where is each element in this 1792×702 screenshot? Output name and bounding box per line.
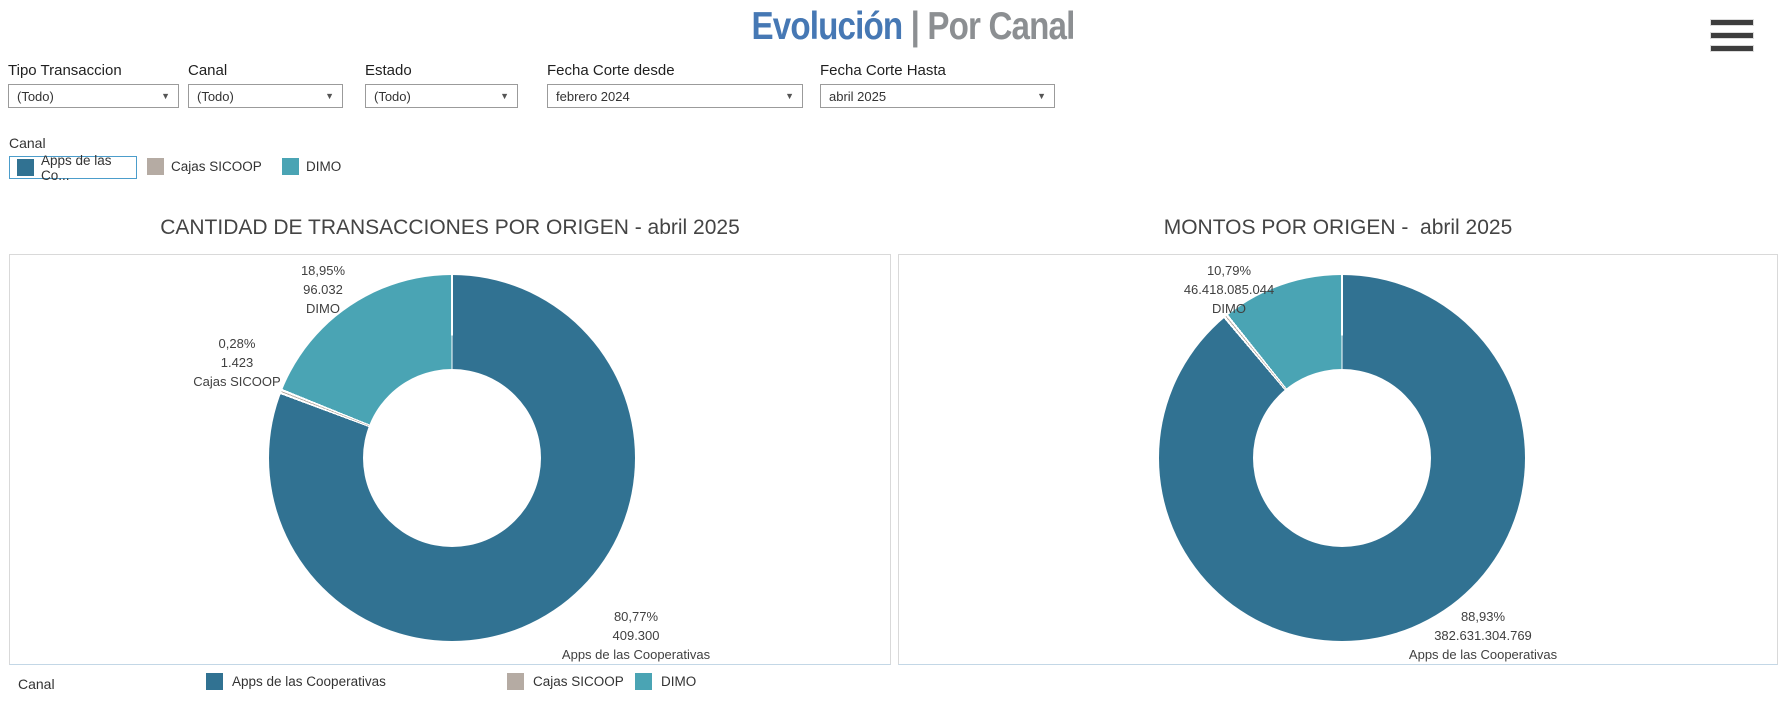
legend-item-dimo[interactable]: DIMO <box>635 673 696 690</box>
slice-pct: 88,93% <box>1460 609 1506 624</box>
slice-value: 409.300 <box>612 628 660 643</box>
canal-item-cajas-sicoop[interactable]: Cajas SICOOP <box>147 158 262 175</box>
page-title: Evolución | Por Canal <box>751 5 1076 49</box>
donut-hole <box>363 369 541 547</box>
filter-dropdown-fecha-corte-desde[interactable]: febrero 2024 ▼ <box>547 84 803 108</box>
hamburger-bar <box>1710 19 1754 26</box>
donut-chart-transactions[interactable] <box>269 275 635 641</box>
canal-item-label: DIMO <box>306 159 342 174</box>
canal-filter-title: Canal <box>9 135 46 151</box>
slice-label-dimo: 10,79% 46.418.085.044 DIMO <box>1184 261 1274 318</box>
hamburger-bar <box>1710 45 1754 52</box>
filter-value: (Todo) <box>374 88 411 104</box>
page-title-secondary: | Por Canal <box>910 5 1076 48</box>
color-swatch-apps <box>206 673 223 690</box>
filter-label: Canal <box>188 62 228 79</box>
filter-estado: Estado (Todo) ▼ <box>365 60 518 108</box>
filter-dropdown-canal[interactable]: (Todo) ▼ <box>188 84 343 108</box>
slice-value: 46.418.085.044 <box>1183 282 1275 297</box>
legend-item-label: Cajas SICOOP <box>533 674 624 689</box>
filter-value: (Todo) <box>17 88 54 104</box>
slice-pct: 80,77% <box>613 609 659 624</box>
filter-label: Fecha Corte Hasta <box>820 62 946 79</box>
canal-item-dimo[interactable]: DIMO <box>282 158 341 175</box>
chart-title-amounts: MONTOS POR ORIGEN - abril 2025 <box>1163 216 1513 239</box>
chart-title-transactions: CANTIDAD DE TRANSACCIONES POR ORIGEN - a… <box>160 216 740 239</box>
donut-hole <box>1253 369 1431 547</box>
filter-dropdown-fecha-corte-hasta[interactable]: abril 2025 ▼ <box>820 84 1055 108</box>
donut-chart-amounts[interactable] <box>1159 275 1525 641</box>
color-legend: Canal Apps de las Cooperativas Cajas SIC… <box>0 667 1792 702</box>
canal-item-label: Cajas SICOOP <box>171 159 262 174</box>
chevron-down-icon: ▼ <box>1037 91 1046 101</box>
chart-panel-transactions: 18,95% 96.032 DIMO 0,28% 1.423 Cajas SIC… <box>9 254 891 665</box>
legend-item-apps[interactable]: Apps de las Cooperativas <box>206 673 386 690</box>
canal-filter-items: Apps de las Co... Cajas SICOOP DIMO <box>9 153 429 183</box>
color-swatch-apps <box>17 159 34 176</box>
chevron-down-icon: ▼ <box>785 91 794 101</box>
chevron-down-icon: ▼ <box>325 91 334 101</box>
chevron-down-icon: ▼ <box>161 91 170 101</box>
slice-value: 1.423 <box>220 355 254 370</box>
chart-panel-amounts: 10,79% 46.418.085.044 DIMO 88,93% 382.63… <box>898 254 1778 665</box>
slice-label-apps: 80,77% 409.300 Apps de las Cooperativas <box>562 607 710 664</box>
legend-item-label: Apps de las Cooperativas <box>232 674 386 689</box>
color-swatch-dimo <box>635 673 652 690</box>
filter-value: febrero 2024 <box>556 88 630 104</box>
slice-pct: 0,28% <box>218 336 256 351</box>
slice-value: 382.631.304.769 <box>1434 628 1532 643</box>
slice-name: Apps de las Cooperativas <box>561 647 711 662</box>
filter-label: Tipo Transaccion <box>8 62 122 79</box>
filter-fecha-corte-hasta: Fecha Corte Hasta abril 2025 ▼ <box>820 60 1055 108</box>
canal-item-apps[interactable]: Apps de las Co... <box>9 153 137 183</box>
legend-item-cajas-sicoop[interactable]: Cajas SICOOP <box>507 673 624 690</box>
slice-label-dimo: 18,95% 96.032 DIMO <box>301 261 345 318</box>
filter-label: Estado <box>365 62 412 79</box>
filter-fecha-corte-desde: Fecha Corte desde febrero 2024 ▼ <box>547 60 803 108</box>
filter-value: abril 2025 <box>829 88 887 104</box>
chevron-down-icon: ▼ <box>500 91 509 101</box>
filter-label: Fecha Corte desde <box>547 62 675 79</box>
filter-value: (Todo) <box>197 88 234 104</box>
filter-canal: Canal (Todo) ▼ <box>188 60 343 108</box>
color-swatch-cajas <box>507 673 524 690</box>
legend-title: Canal <box>18 676 55 692</box>
canal-item-label: Apps de las Co... <box>41 152 112 183</box>
filter-dropdown-tipo-transaccion[interactable]: (Todo) ▼ <box>8 84 179 108</box>
slice-name: DIMO <box>306 301 340 316</box>
color-swatch-dimo <box>282 158 299 175</box>
hamburger-bar <box>1710 32 1754 39</box>
slice-label-apps: 88,93% 382.631.304.769 Apps de las Coope… <box>1409 607 1557 664</box>
slice-value: 96.032 <box>303 282 343 297</box>
slice-name: Cajas SICOOP <box>193 374 281 389</box>
color-swatch-cajas <box>147 158 164 175</box>
hamburger-menu-icon[interactable] <box>1710 19 1754 58</box>
page-title-primary: Evolución <box>751 5 903 48</box>
slice-name: DIMO <box>1212 301 1246 316</box>
slice-label-cajas-sicoop: 0,28% 1.423 Cajas SICOOP <box>193 334 280 391</box>
filter-tipo-transaccion: Tipo Transaccion (Todo) ▼ <box>8 60 179 108</box>
slice-pct: 10,79% <box>1206 263 1252 278</box>
slice-pct: 18,95% <box>300 263 346 278</box>
slice-name: Apps de las Cooperativas <box>1408 647 1558 662</box>
legend-item-label: DIMO <box>661 674 697 689</box>
filter-dropdown-estado[interactable]: (Todo) ▼ <box>365 84 518 108</box>
